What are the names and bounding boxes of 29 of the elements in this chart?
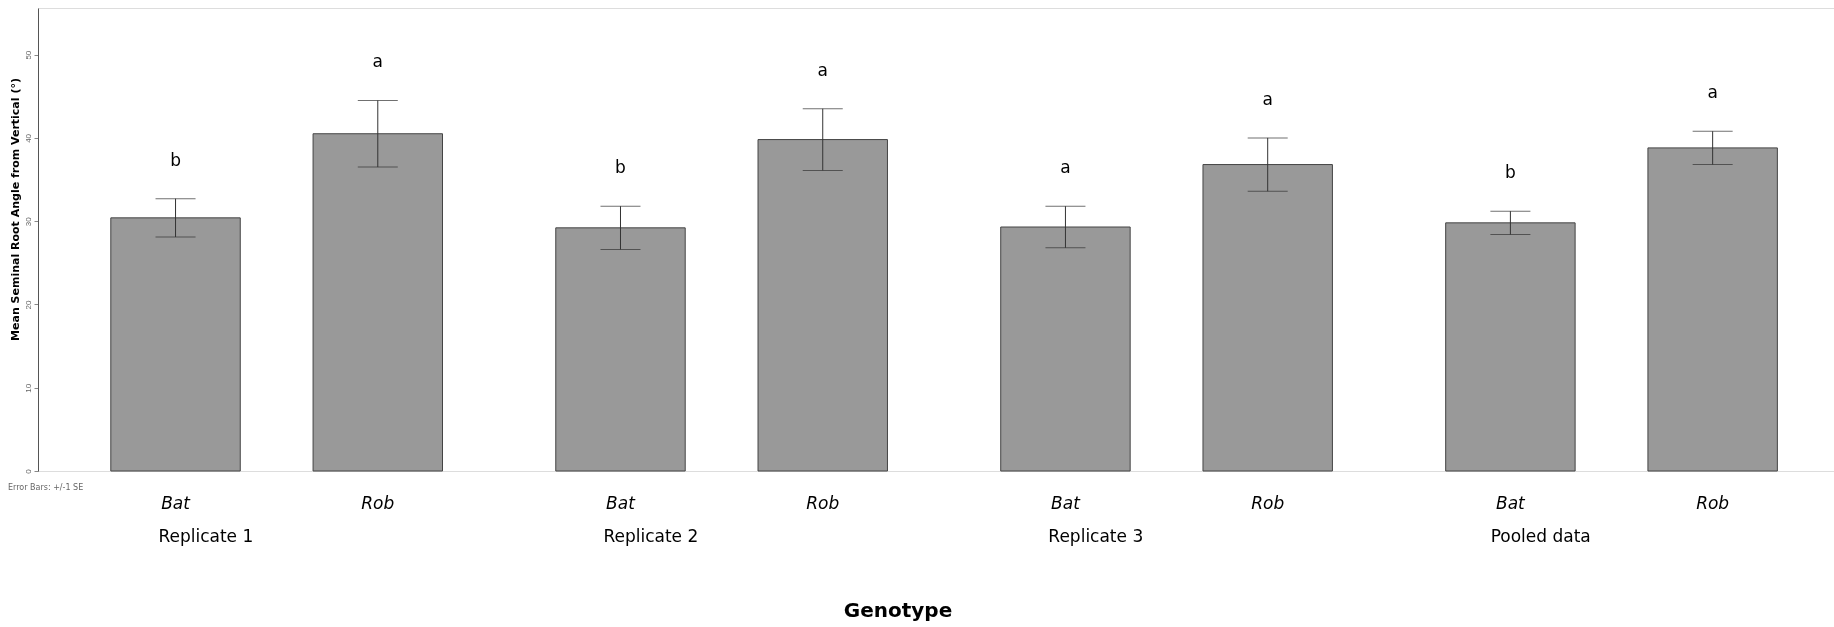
annotation: a xyxy=(1060,157,1071,178)
text: Replicate 3 xyxy=(1048,526,1144,546)
annotation: a xyxy=(1707,82,1718,103)
x-tick-label: Bat xyxy=(161,493,192,513)
y-tick-label: 30 xyxy=(23,216,33,227)
y-tick-label: 10 xyxy=(23,383,33,393)
annotation: b xyxy=(170,149,181,170)
y-axis-title: Mean Seminal Root Angle from Vertical (°) xyxy=(9,78,22,341)
x-tick-label: Bat xyxy=(1496,493,1527,513)
text: Pooled data xyxy=(1490,526,1591,546)
annotation: a xyxy=(817,59,828,80)
text: Replicate 2 xyxy=(603,526,699,546)
x-tick-label: Rob xyxy=(1696,493,1730,513)
text: Replicate 1 xyxy=(158,526,254,546)
annotation: b xyxy=(1505,162,1516,183)
y-tick-label: 0 xyxy=(23,468,33,474)
text: Error Bars: +/-1 SE xyxy=(8,483,84,492)
x-tick-label: Bat xyxy=(606,493,637,513)
y-tick-label: 20 xyxy=(23,299,33,310)
x-tick-label: Rob xyxy=(1251,493,1285,513)
x-tick-label: Rob xyxy=(806,493,840,513)
x-tick-label: Bat xyxy=(1051,493,1082,513)
x-tick-label: Rob xyxy=(361,493,395,513)
x-axis-title: Genotype xyxy=(843,598,953,622)
y-tick-label: 40 xyxy=(23,133,33,143)
annotation: b xyxy=(615,157,626,178)
annotation: a xyxy=(1262,88,1273,109)
annotation: a xyxy=(372,51,383,72)
y-tick-label: 50 xyxy=(23,50,33,60)
